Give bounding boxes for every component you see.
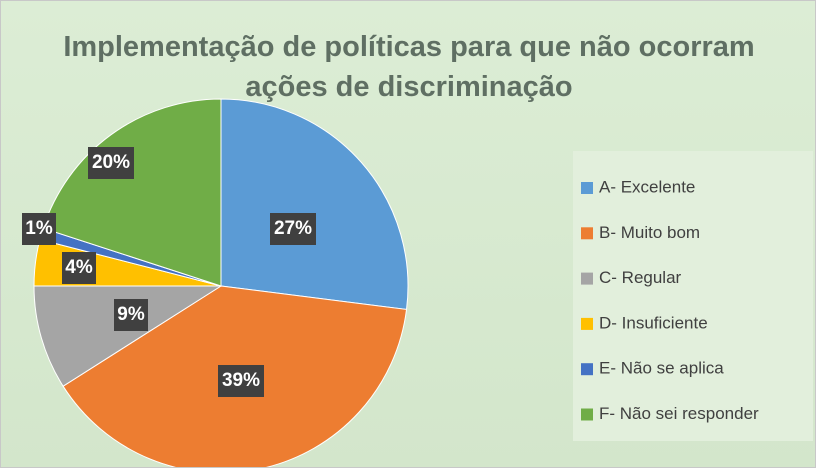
legend-swatch xyxy=(581,408,593,421)
legend-swatch xyxy=(581,317,593,330)
data-label-box xyxy=(88,147,134,179)
data-label: 9% xyxy=(117,304,145,325)
legend-swatch xyxy=(581,182,593,194)
data-label-box xyxy=(62,252,96,284)
pie-slice xyxy=(42,98,222,287)
legend-label: A- Excelente xyxy=(599,177,695,196)
pie-slice xyxy=(33,285,223,387)
legend-box xyxy=(573,151,813,441)
data-label: 20% xyxy=(92,152,130,173)
legend-swatch xyxy=(581,272,593,285)
data-label: 39% xyxy=(222,370,260,391)
data-label-box xyxy=(270,213,316,245)
legend-label: F- Não sei responder xyxy=(599,404,759,423)
legend-swatch xyxy=(581,227,593,240)
chart-title: Implementação de políticas para que não … xyxy=(63,31,755,103)
data-label-box xyxy=(218,365,264,397)
data-label-box xyxy=(22,213,56,245)
data-label-box xyxy=(114,299,148,331)
legend-label: C- Regular xyxy=(599,268,682,287)
pie-slice xyxy=(220,98,409,310)
legend-swatch xyxy=(581,363,593,376)
data-label: 4% xyxy=(65,257,93,278)
legend-label: B- Muito bom xyxy=(599,223,700,242)
data-label: 27% xyxy=(274,218,312,239)
legend-label: E- Não se aplica xyxy=(599,359,724,378)
legend-label: D- Insuficiente xyxy=(599,313,708,332)
data-label: 1% xyxy=(25,218,53,239)
